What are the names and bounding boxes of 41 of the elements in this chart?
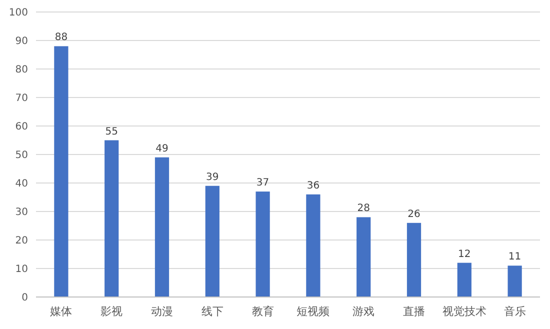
bar [356,217,371,297]
x-tick-label: 影视 [100,305,123,318]
y-tick-label: 30 [15,207,28,218]
data-label: 49 [156,143,168,154]
y-tick-label: 60 [15,122,28,132]
x-tick-label: 游戏 [352,305,375,318]
data-label: 88 [54,32,68,44]
x-tick-label: 音乐 [504,305,526,318]
x-tick-label: 动漫 [151,305,173,318]
bar [457,262,472,297]
bar [54,46,68,297]
y-tick-label: 100 [8,8,28,18]
y-tick-label: 0 [22,292,28,304]
x-tick-label: 短视频 [296,305,330,318]
bar [306,194,320,297]
data-label: 11 [508,252,522,263]
data-label: 12 [458,248,471,260]
data-label: 28 [357,203,370,214]
x-tick-label: 视觉技术 [442,305,486,318]
data-label: 37 [256,178,270,189]
y-tick-label: 20 [15,236,28,246]
y-tick-label: 10 [15,264,28,275]
data-label: 36 [306,180,320,192]
bar [406,222,422,297]
y-tick-label: 80 [15,64,28,76]
bar [104,140,119,297]
data-label: 55 [105,126,118,138]
y-tick-label: 90 [15,36,28,47]
y-tick-label: 70 [15,93,28,104]
bar [508,266,522,297]
y-tick-label: 50 [15,150,28,161]
bar [154,157,170,297]
data-label: 39 [206,172,219,183]
y-tick-label: 40 [15,178,28,190]
bar [256,192,270,297]
x-tick-label: 教育 [252,305,274,318]
data-label: 26 [408,208,420,220]
bar [205,186,220,297]
x-tick-label: 媒体 [50,305,72,318]
x-tick-label: 直播 [403,305,425,318]
x-tick-label: 线下 [201,305,224,318]
